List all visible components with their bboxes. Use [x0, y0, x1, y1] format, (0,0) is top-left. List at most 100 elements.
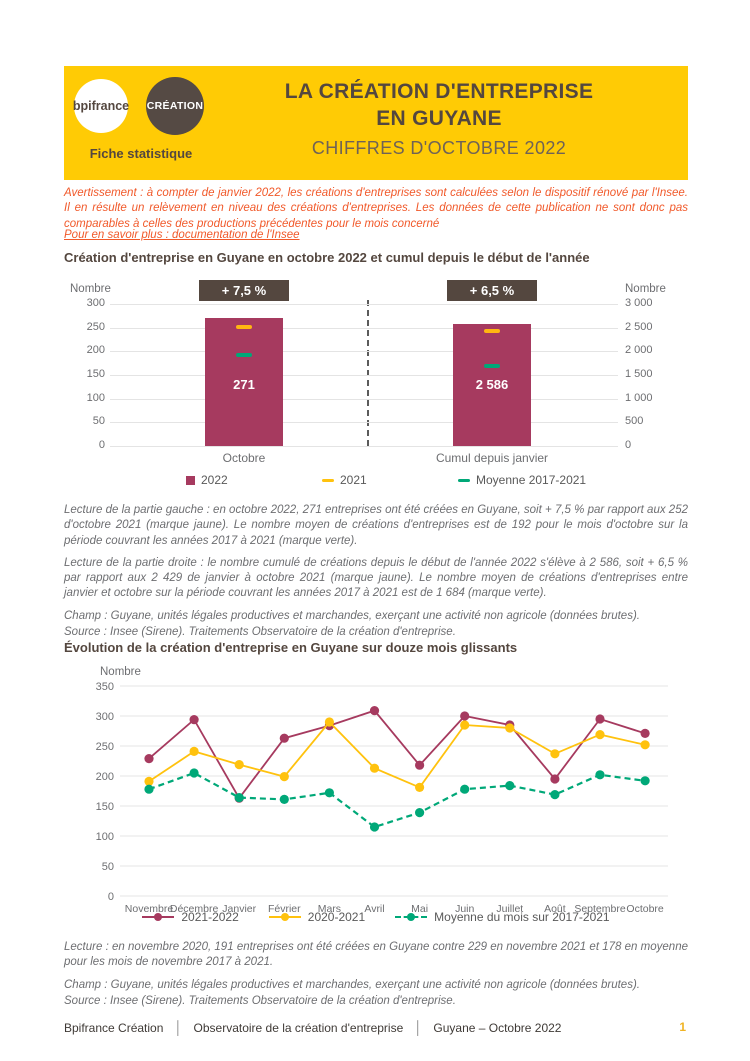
x-axis-tick: Septembre: [574, 903, 626, 915]
y-axis-tick-left: 100: [86, 391, 105, 404]
marker-moyenne-2017-2021: [236, 353, 252, 358]
source-text-2: Source : Insee (Sirene). Traitements Obs…: [64, 994, 456, 1007]
series-line-2021-2022: [148, 709, 646, 800]
legend-label-2022: 2022: [201, 473, 228, 487]
x-axis-tick: Janvier: [222, 903, 256, 915]
gridline: [110, 351, 618, 353]
x-axis-tick: Juin: [455, 903, 474, 915]
marker-moyenne-2017-2021: [484, 364, 500, 369]
data-point: [460, 784, 470, 794]
bar-chart-legend: 2022 2021 Moyenne 2017-2021: [64, 473, 688, 489]
champ-text-2: Champ : Guyane, unités légales productiv…: [64, 978, 640, 991]
y-axis-tick-right: 3 000: [625, 297, 653, 309]
gridline: [110, 446, 618, 447]
bar-2022: [205, 317, 283, 446]
y-axis-tick: 0: [108, 891, 114, 903]
y-axis-tick-left: 250: [86, 320, 105, 333]
data-point: [550, 790, 560, 800]
line-legend-item: 2021-2022: [142, 910, 239, 924]
category-label: Octobre: [222, 451, 266, 465]
series-line-2020-2021: [148, 720, 646, 789]
insee-doc-link[interactable]: Pour en savoir plus : documentation de l…: [64, 229, 300, 241]
x-axis-tick: Mars: [318, 903, 341, 915]
data-point: [189, 768, 199, 778]
gridline: [110, 375, 618, 376]
data-point: [189, 715, 199, 725]
legend-item-2021: 2021: [322, 473, 367, 487]
right-axis-title: Nombre: [625, 283, 666, 295]
line-legend-item: 2020-2021: [268, 910, 366, 924]
gridline: [110, 327, 618, 329]
legend-dot: [154, 913, 163, 921]
x-axis-tick: Octobre: [626, 903, 664, 915]
footer-separator: │: [174, 1020, 183, 1035]
y-axis-tick: 250: [96, 741, 114, 753]
data-point: [369, 706, 380, 716]
y-axis-tick-right: 0: [625, 439, 632, 451]
legend-label-moyenne: Moyenne 2017-2021: [476, 473, 587, 487]
bpifrance-logo: bpifrance: [72, 79, 130, 133]
section2-lecture: Lecture : en novembre 2020, 191 entrepri…: [64, 940, 688, 1010]
data-point: [460, 711, 470, 721]
x-axis-tick: Mai: [411, 903, 428, 915]
footer: Bpifrance Création │ Observatoire de la …: [64, 1020, 688, 1038]
data-point: [640, 728, 650, 738]
page-title-block: LA CRÉATION D'ENTREPRISE EN GUYANE CHIFF…: [204, 78, 674, 159]
data-point: [234, 793, 244, 803]
y-axis-tick-right: 2 000: [625, 344, 653, 357]
bar-chart-plot-area: 300 3 000 250 2 500 200 2 000 150 1 500 100 1 000…: [64, 278, 688, 493]
legend-item-moyenne: Moyenne 2017-2021: [458, 473, 586, 487]
y-axis-tick-right: 2 500: [625, 320, 653, 333]
data-point: [189, 746, 199, 756]
growth-badge: + 7,5 %: [199, 280, 289, 301]
category-label: Cumul depuis janvier: [435, 451, 549, 465]
y-axis-tick-right: 500: [625, 415, 644, 428]
x-axis-tick: Février: [268, 903, 301, 915]
champ-text: Champ : Guyane, unités légales productiv…: [64, 609, 640, 622]
data-point: [505, 781, 515, 791]
line-legend-label: 2020-2021: [307, 910, 366, 924]
legend-swatch-2021: [322, 478, 334, 482]
y-axis-tick-left: 200: [86, 344, 105, 357]
chart-divider-dashed-line: [367, 300, 369, 446]
lecture-right-text: Lecture de la partie droite : le nombre …: [64, 556, 688, 600]
legend-swatch-moyenne: [458, 478, 470, 482]
data-point: [460, 720, 470, 730]
header-banner: bpifrance CRÉATION Fiche statistique LA …: [64, 66, 688, 180]
fiche-statistique-label: Fiche statistique: [89, 146, 193, 161]
y-axis-tick-left: 0: [98, 439, 105, 451]
data-point: [415, 782, 425, 792]
line-chart: Nombre 350 300 250 200 150 100 50 0 Novembre Déce…: [64, 658, 688, 938]
warning-text: Avertissement : à compter de janvier 202…: [64, 187, 688, 230]
data-point: [324, 717, 334, 727]
y-axis-tick: 200: [96, 771, 114, 783]
gridline: [110, 398, 618, 400]
bar-value-label: 271: [233, 377, 255, 392]
section2-title: Évolution de la création d'entreprise en…: [64, 640, 518, 655]
bar-2022: [453, 323, 531, 446]
x-axis-tick: Avril: [364, 903, 384, 915]
creation-logo: CRÉATION: [146, 77, 204, 135]
y-axis-tick-right: 1 000: [625, 391, 653, 404]
data-point: [595, 770, 605, 780]
bpifrance-logo-text: bpifrance: [72, 99, 130, 113]
data-point: [144, 784, 154, 794]
gridline: [110, 304, 618, 305]
y-axis-tick: 50: [102, 861, 114, 873]
data-point: [415, 808, 425, 818]
data-point: [550, 774, 560, 784]
footer-brand: Bpifrance Création: [64, 1020, 164, 1035]
x-axis-tick: Juillet: [496, 903, 523, 915]
data-point: [550, 749, 560, 759]
line-legend-label: 2021-2022: [181, 910, 239, 924]
section1-title: Création d'entreprise en Guyane en octob…: [64, 250, 590, 265]
data-point: [595, 714, 605, 724]
line-legend-label: Moyenne du mois sur 2017-2021: [434, 910, 610, 924]
line-legend-swatch: [142, 912, 175, 922]
left-axis-title: Nombre: [70, 283, 111, 295]
line-legend-swatch: [268, 912, 301, 922]
data-point: [369, 822, 380, 832]
gridline: [110, 422, 618, 424]
legend-item-2022: 2022: [186, 473, 228, 487]
